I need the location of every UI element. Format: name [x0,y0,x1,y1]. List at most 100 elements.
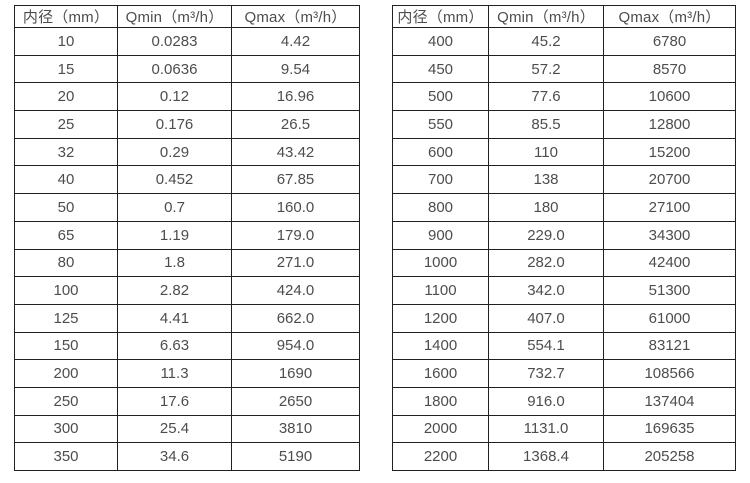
table-cell: 8570 [603,54,736,84]
table-cell: 2650 [231,386,360,416]
table-row: 450 57.2 8570 [392,54,736,84]
table-cell: 57.2 [488,54,604,84]
table-cell: 4.42 [231,27,360,56]
table-row: 250 17.6 2650 [14,386,360,416]
table-row: 25 0.176 26.5 [14,110,360,139]
col-header-qmin: Qmin（m³/h） [488,5,604,28]
table-cell: 20 [14,82,118,112]
table-cell: 732.7 [488,359,604,388]
col-header-qmax: Qmax（m³/h） [231,5,360,28]
table-row: 1600 732.7 108566 [392,359,736,388]
table-cell: 25.4 [117,414,232,444]
table-row: 2200 1368.4 205258 [392,442,736,471]
table-row: 40 0.452 67.85 [14,165,360,195]
table-cell: 125 [14,303,118,333]
table-cell: 1200 [392,303,489,333]
table-cell: 160.0 [231,193,360,222]
table-row: 100 2.82 424.0 [14,276,360,305]
table-cell: 700 [392,165,489,195]
table-cell: 65 [14,220,118,250]
table-cell: 15200 [603,137,736,167]
col-header-diameter: 内径（mm） [392,5,489,28]
table-cell: 25 [14,110,118,139]
table-cell: 350 [14,442,118,471]
table-row: 1000 282.0 42400 [392,248,736,278]
table-cell: 1000 [392,248,489,278]
table-row: 10 0.0283 4.42 [14,27,360,56]
table-cell: 83121 [603,331,736,361]
table-cell: 0.7 [117,193,232,222]
table-cell: 180 [488,193,604,222]
col-header-diameter: 内径（mm） [14,5,118,28]
table-cell: 550 [392,110,489,139]
table-cell: 6.63 [117,331,232,361]
table-cell: 169635 [603,414,736,444]
table-cell: 400 [392,27,489,56]
table-cell: 2.82 [117,276,232,305]
table-cell: 138 [488,165,604,195]
table-row: 500 77.6 10600 [392,82,736,112]
table-row: 300 25.4 3810 [14,414,360,444]
table-cell: 916.0 [488,386,604,416]
table-cell: 450 [392,54,489,84]
table-cell: 1800 [392,386,489,416]
table-row: 150 6.63 954.0 [14,331,360,361]
table-row: 15 0.0636 9.54 [14,54,360,84]
table-cell: 34300 [603,220,736,250]
table-row: 550 85.5 12800 [392,110,736,139]
table-cell: 17.6 [117,386,232,416]
table-cell: 10600 [603,82,736,112]
table-row: 1100 342.0 51300 [392,276,736,305]
table-cell: 407.0 [488,303,604,333]
table-cell: 200 [14,359,118,388]
table-row: 65 1.19 179.0 [14,220,360,250]
table-cell: 80 [14,248,118,278]
table-cell: 61000 [603,303,736,333]
table-cell: 67.85 [231,165,360,195]
table-cell: 1400 [392,331,489,361]
table-cell: 0.0636 [117,54,232,84]
table-cell: 179.0 [231,220,360,250]
table-cell: 3810 [231,414,360,444]
table-row: 1200 407.0 61000 [392,303,736,333]
table-row: 200 11.3 1690 [14,359,360,388]
table-cell: 42400 [603,248,736,278]
table-row: 1400 554.1 83121 [392,331,736,361]
table-cell: 137404 [603,386,736,416]
table-cell: 5190 [231,442,360,471]
table-cell: 51300 [603,276,736,305]
table-cell: 0.12 [117,82,232,112]
table-cell: 0.452 [117,165,232,195]
table-cell: 85.5 [488,110,604,139]
table-cell: 0.176 [117,110,232,139]
header-row: 内径（mm） Qmin（m³/h） Qmax（m³/h） [392,5,736,28]
table-row: 32 0.29 43.42 [14,137,360,167]
table-cell: 271.0 [231,248,360,278]
table-cell: 300 [14,414,118,444]
table-row: 80 1.8 271.0 [14,248,360,278]
table-cell: 2200 [392,442,489,471]
table-cell: 1600 [392,359,489,388]
table-cell: 900 [392,220,489,250]
table-cell: 20700 [603,165,736,195]
table-cell: 50 [14,193,118,222]
table-row: 350 34.6 5190 [14,442,360,471]
table-row: 900 229.0 34300 [392,220,736,250]
table-row: 700 138 20700 [392,165,736,195]
table-cell: 100 [14,276,118,305]
flow-range-table-small-diameters: 内径（mm） Qmin（m³/h） Qmax（m³/h） 10 0.0283 4.4… [14,5,360,471]
table-row: 125 4.41 662.0 [14,303,360,333]
table-cell: 1690 [231,359,360,388]
table-cell: 32 [14,137,118,167]
table-cell: 108566 [603,359,736,388]
table-cell: 1100 [392,276,489,305]
table-cell: 282.0 [488,248,604,278]
table-cell: 342.0 [488,276,604,305]
table-cell: 1.19 [117,220,232,250]
header-row: 内径（mm） Qmin（m³/h） Qmax（m³/h） [14,5,360,28]
table-cell: 662.0 [231,303,360,333]
table-cell: 4.41 [117,303,232,333]
table-cell: 110 [488,137,604,167]
table-cell: 1368.4 [488,442,604,471]
